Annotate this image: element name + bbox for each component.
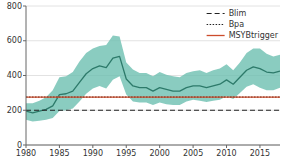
tick <box>92 145 93 148</box>
tick-label: 600 <box>7 36 22 45</box>
grid-line <box>26 6 280 7</box>
tick <box>226 145 227 148</box>
grid-line <box>26 145 280 146</box>
tick <box>23 75 26 76</box>
legend: Blim Bpa MSYBtrigger <box>207 9 279 40</box>
axes: 0200400600800198019851990199520002005201… <box>7 2 280 159</box>
tick-label: 2005 <box>183 149 203 158</box>
tick-label: 200 <box>7 106 22 115</box>
band <box>26 36 280 122</box>
reference-line <box>26 97 280 98</box>
x-axis-line <box>26 145 280 146</box>
reference-line <box>26 110 280 111</box>
tick-label: 2010 <box>216 149 236 158</box>
chart: 0200400600800198019851990199520002005201… <box>0 0 288 161</box>
plot-area <box>26 36 280 122</box>
legend-label: Blim <box>229 9 247 18</box>
tick-label: 1995 <box>116 149 136 158</box>
legend-label: Bpa <box>229 20 245 29</box>
legend-handle <box>207 24 225 25</box>
tick <box>126 145 127 148</box>
tick <box>259 145 260 148</box>
grid-line <box>26 40 280 41</box>
line <box>26 56 280 112</box>
tick <box>23 6 26 7</box>
tick-label: 800 <box>7 2 22 11</box>
tick-label: 2015 <box>250 149 270 158</box>
legend-label: MSYBtrigger <box>229 31 279 40</box>
tick <box>23 110 26 111</box>
tick-label: 2000 <box>150 149 170 158</box>
tick <box>26 145 27 148</box>
tick-label: 1990 <box>83 149 103 158</box>
tick <box>193 145 194 148</box>
tick <box>159 145 160 148</box>
legend-handle <box>207 13 225 14</box>
tick <box>59 145 60 148</box>
reference-line <box>26 97 280 98</box>
grid <box>26 6 280 145</box>
legend-handle <box>207 35 225 36</box>
tick <box>23 40 26 41</box>
tick-label: 400 <box>7 71 22 80</box>
tick-label: 1980 <box>16 149 36 158</box>
tick-label: 1985 <box>49 149 69 158</box>
